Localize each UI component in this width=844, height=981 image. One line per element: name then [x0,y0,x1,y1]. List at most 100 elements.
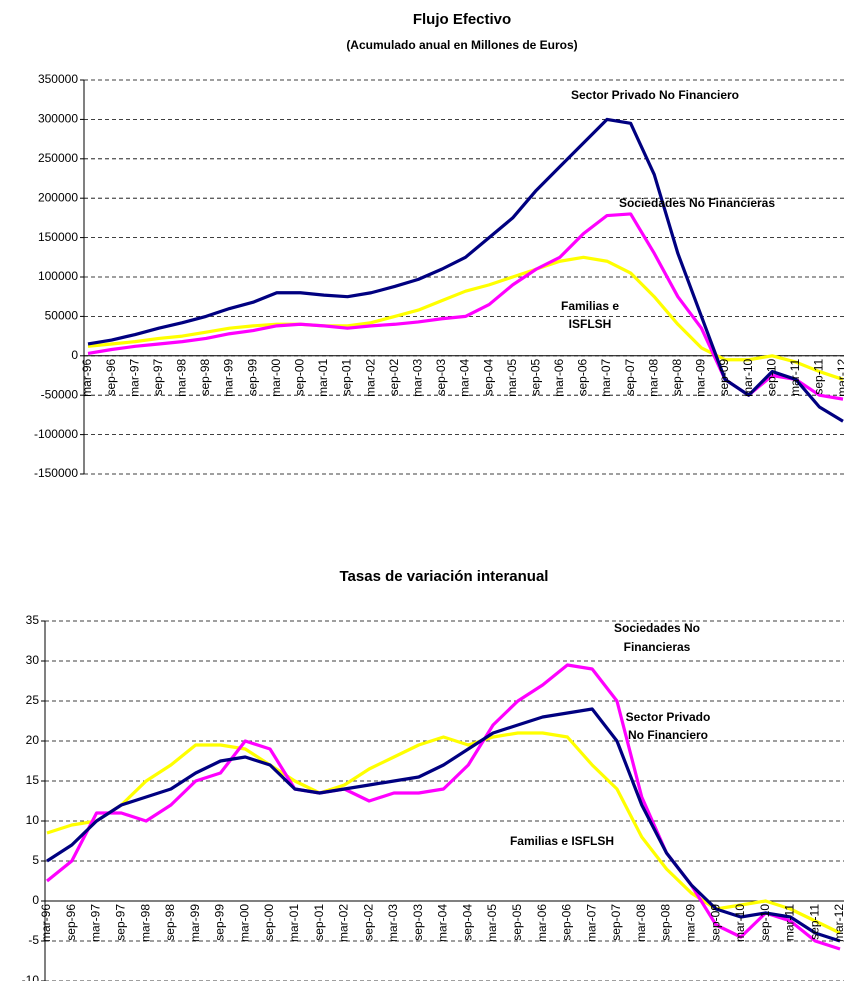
x-tick-label: sep-07 [609,904,623,941]
x-tick-label: mar-04 [436,904,450,942]
x-tick-label: sep-97 [151,358,165,395]
y-tick-label: 0 [32,893,39,907]
y-tick-label: -100000 [34,427,78,441]
x-tick-label: mar-01 [316,358,330,396]
x-tick-label: mar-08 [646,358,660,396]
x-tick-label: sep-10 [758,904,772,941]
x-tick-label: sep-06 [560,904,574,941]
x-tick-label: mar-98 [175,358,189,396]
x-tick-label: mar-01 [287,904,301,942]
chart-subtitle: (Acumulado anual en Millones de Euros) [346,38,577,52]
x-tick-label: sep-01 [312,904,326,941]
x-tick-label: mar-12 [832,904,844,942]
y-tick-label: -5 [28,933,39,947]
x-tick-label: mar-09 [694,358,708,396]
x-tick-label: sep-00 [262,904,276,941]
y-tick-label: 5 [32,853,39,867]
y-tick-label: 350000 [38,72,78,86]
annotation: Familias e ISFLSH [510,834,614,848]
chart-title: Tasas de variación interanual [340,568,549,585]
x-tick-label: sep-06 [576,358,590,395]
x-tick-label: mar-99 [222,358,236,396]
y-tick-label: 0 [71,348,78,362]
x-tick-label: mar-02 [337,904,351,942]
x-tick-label: sep-02 [387,358,401,395]
y-tick-label: 35 [26,613,40,627]
x-tick-label: sep-09 [717,358,731,395]
x-tick-label: mar-03 [410,358,424,396]
x-tick-label: sep-02 [361,904,375,941]
annotation: ISFLSH [569,317,612,331]
x-tick-label: mar-05 [485,904,499,942]
x-tick-label: sep-11 [807,904,821,940]
x-tick-label: sep-98 [198,358,212,395]
x-tick-label: mar-07 [584,904,598,942]
x-tick-label: mar-04 [458,358,472,396]
annotation: No Financiero [628,728,708,742]
annotation: Sociedades No Financieras [619,196,775,210]
y-tick-label: 15 [26,773,40,787]
x-tick-label: sep-10 [764,358,778,395]
x-tick-label: sep-96 [104,358,118,395]
x-tick-label: mar-02 [363,358,377,396]
x-tick-label: sep-07 [623,358,637,395]
series-line [87,117,844,423]
x-tick-label: sep-03 [434,358,448,395]
x-tick-label: mar-96 [80,358,94,396]
x-tick-label: mar-98 [138,904,152,942]
x-tick-label: sep-99 [213,904,227,941]
x-tick-label: mar-00 [269,358,283,396]
x-tick-label: sep-08 [659,904,673,941]
y-tick-label: -150000 [34,466,78,480]
x-tick-label: sep-09 [708,904,722,941]
x-tick-label: mar-06 [552,358,566,396]
x-tick-label: mar-00 [237,904,251,942]
y-tick-label: 200000 [38,190,78,204]
x-tick-label: sep-11 [812,358,826,394]
y-tick-label: -10 [22,973,40,981]
x-tick-label: sep-99 [245,358,259,395]
y-tick-label: 250000 [38,151,78,165]
y-tick-label: 100000 [38,269,78,283]
series-line [46,707,841,943]
annotation: Sector Privado [626,710,711,724]
y-tick-label: 20 [26,733,40,747]
annotation: Sociedades No [614,621,700,635]
x-tick-label: mar-05 [505,358,519,396]
x-tick-label: sep-97 [114,904,128,941]
series-line [46,731,841,935]
y-tick-label: 300000 [38,112,78,126]
x-tick-label: sep-08 [670,358,684,395]
y-tick-label: 30 [26,653,40,667]
annotation: Familias e [561,299,619,313]
x-tick-label: sep-05 [510,904,524,941]
x-tick-label: mar-06 [535,904,549,942]
x-tick-label: sep-00 [293,358,307,395]
x-tick-label: mar-11 [783,904,797,941]
chart-title: Flujo Efectivo [413,11,511,28]
x-tick-label: mar-10 [741,358,755,396]
annotation: Sector Privado No Financiero [571,88,739,102]
x-tick-label: sep-03 [411,904,425,941]
x-tick-label: mar-99 [188,904,202,942]
x-tick-label: mar-11 [788,358,802,395]
y-tick-label: -50000 [41,387,79,401]
x-tick-label: sep-98 [163,904,177,941]
x-tick-label: sep-01 [340,358,354,395]
x-tick-label: mar-09 [683,904,697,942]
annotation: Financieras [624,640,691,654]
x-tick-label: mar-08 [634,904,648,942]
y-tick-label: 25 [26,693,40,707]
x-tick-label: mar-12 [835,358,844,396]
x-tick-label: mar-07 [599,358,613,396]
x-tick-label: mar-03 [386,904,400,942]
y-tick-label: 10 [26,813,40,827]
x-tick-label: mar-96 [39,904,53,942]
x-tick-label: sep-96 [64,904,78,941]
x-tick-label: mar-97 [127,358,141,396]
y-tick-label: 50000 [45,309,79,323]
series-line [45,663,841,951]
x-tick-label: sep-04 [460,904,474,941]
